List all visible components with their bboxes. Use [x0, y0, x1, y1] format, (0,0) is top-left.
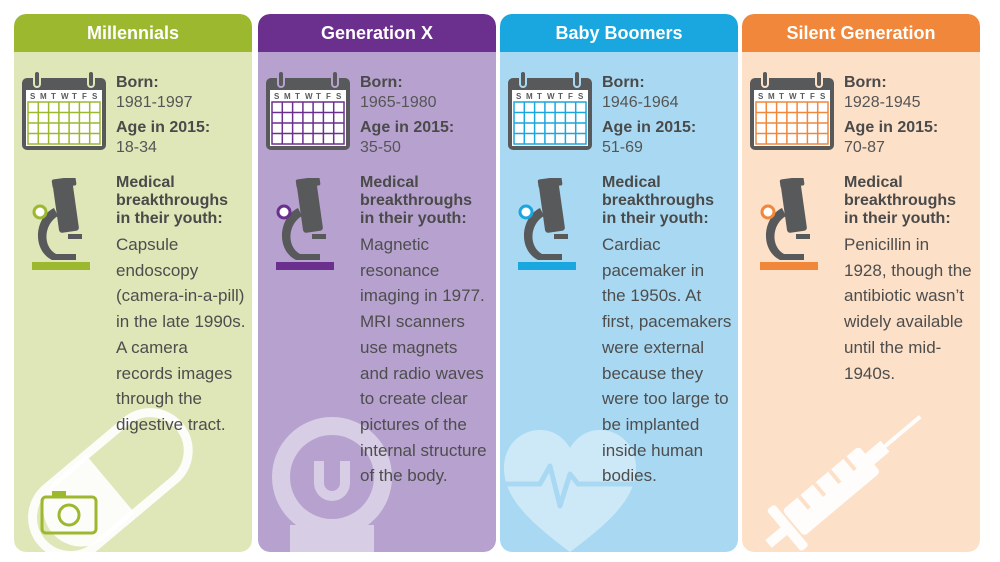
- svg-text:F: F: [326, 92, 331, 101]
- born-years: 1946-1964: [602, 94, 679, 111]
- svg-text:T: T: [51, 92, 56, 101]
- svg-text:T: T: [779, 92, 784, 101]
- medical-breakthrough-label: Medical breakthroughs in their youth:: [602, 174, 715, 227]
- age-label: Age in 2015:: [602, 119, 697, 136]
- age-label: Age in 2015:: [116, 119, 211, 136]
- born-label: Born:: [602, 74, 645, 91]
- svg-text:S: S: [758, 92, 764, 101]
- svg-text:T: T: [558, 92, 563, 101]
- age-range: 51-69: [602, 139, 643, 156]
- breakthrough-description: Penicillin in 1928, though the antibioti…: [844, 235, 972, 383]
- capsule-camera-icon: [28, 408, 193, 552]
- svg-text:S: S: [578, 92, 584, 101]
- born-years: 1981-1997: [116, 94, 193, 111]
- born-label: Born:: [844, 74, 887, 91]
- svg-text:F: F: [810, 92, 815, 101]
- svg-text:W: W: [305, 92, 313, 101]
- card-title: Generation X: [258, 14, 496, 52]
- heart-pulse-icon: [504, 430, 636, 552]
- svg-text:M: M: [284, 92, 291, 101]
- svg-text:T: T: [72, 92, 77, 101]
- microscope-icon: [276, 178, 334, 270]
- svg-text:S: S: [820, 92, 826, 101]
- medical-breakthrough-label: Medical breakthroughs in their youth:: [360, 174, 473, 227]
- svg-text:M: M: [526, 92, 533, 101]
- svg-text:F: F: [82, 92, 87, 101]
- born-label: Born:: [360, 74, 403, 91]
- breakthrough-description: Capsule endoscopy (camera-in-a-pill) in …: [116, 235, 246, 434]
- age-label: Age in 2015:: [360, 119, 455, 136]
- svg-text:S: S: [30, 92, 36, 101]
- breakthrough-description: Magnetic resonance imaging in 1977. MRI …: [360, 235, 487, 486]
- mri-magnet-icon: [272, 417, 392, 552]
- svg-text:S: S: [516, 92, 522, 101]
- svg-text:T: T: [295, 92, 300, 101]
- svg-text:T: T: [537, 92, 542, 101]
- svg-text:W: W: [547, 92, 555, 101]
- svg-text:M: M: [40, 92, 47, 101]
- microscope-icon: [518, 178, 576, 270]
- card-title: Baby Boomers: [500, 14, 738, 52]
- breakthrough-description: Cardiac pacemaker in the 1950s. At first…: [602, 235, 732, 486]
- age-range: 70-87: [844, 139, 885, 156]
- microscope-icon: [760, 178, 818, 270]
- svg-text:T: T: [316, 92, 321, 101]
- born-years: 1928-1945: [844, 94, 921, 111]
- syringe-icon: [765, 415, 922, 551]
- svg-text:W: W: [61, 92, 69, 101]
- medical-breakthrough-label: Medical breakthroughs in their youth:: [116, 174, 229, 227]
- age-range: 35-50: [360, 139, 401, 156]
- microscope-icon: [32, 178, 90, 270]
- svg-text:S: S: [92, 92, 98, 101]
- svg-text:M: M: [768, 92, 775, 101]
- svg-text:F: F: [568, 92, 573, 101]
- age-range: 18-34: [116, 139, 157, 156]
- card-title: Millennials: [14, 14, 252, 52]
- svg-text:W: W: [789, 92, 797, 101]
- svg-text:S: S: [336, 92, 342, 101]
- age-label: Age in 2015:: [844, 119, 939, 136]
- born-label: Born:: [116, 74, 159, 91]
- card-title: Silent Generation: [742, 14, 980, 52]
- svg-text:S: S: [274, 92, 280, 101]
- medical-breakthrough-label: Medical breakthroughs in their youth:: [844, 174, 957, 227]
- born-years: 1965-1980: [360, 94, 437, 111]
- svg-text:T: T: [800, 92, 805, 101]
